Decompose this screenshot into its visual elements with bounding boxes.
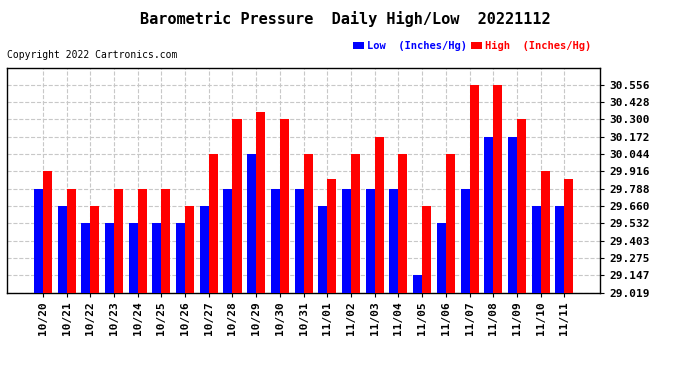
Bar — [398, 154, 407, 292]
Bar — [128, 223, 138, 292]
Text: Barometric Pressure  Daily High/Low  20221112: Barometric Pressure Daily High/Low 20221… — [139, 11, 551, 27]
Bar — [161, 189, 170, 292]
Bar — [176, 223, 185, 292]
Bar — [185, 206, 194, 292]
Bar — [43, 171, 52, 292]
Bar — [105, 223, 114, 292]
Bar — [446, 154, 455, 292]
Bar — [564, 179, 573, 292]
Bar — [90, 206, 99, 292]
Bar — [34, 189, 43, 292]
Bar — [508, 137, 517, 292]
Bar — [555, 206, 564, 292]
Bar — [200, 206, 209, 292]
Bar — [460, 189, 469, 292]
Bar — [304, 154, 313, 292]
Bar — [541, 171, 550, 292]
Bar — [271, 189, 280, 292]
Bar — [81, 223, 90, 292]
Bar — [366, 189, 375, 292]
Bar — [66, 189, 76, 292]
Bar — [280, 119, 289, 292]
Bar — [318, 206, 327, 292]
Bar — [247, 154, 256, 292]
Bar — [493, 85, 502, 292]
Text: Copyright 2022 Cartronics.com: Copyright 2022 Cartronics.com — [7, 50, 177, 60]
Bar — [224, 189, 233, 292]
Bar — [437, 223, 446, 292]
Bar — [469, 85, 479, 292]
Bar — [517, 119, 526, 292]
Bar — [484, 137, 493, 292]
Bar — [233, 119, 241, 292]
Bar — [295, 189, 304, 292]
Bar — [256, 112, 265, 292]
Bar — [209, 154, 218, 292]
Bar — [375, 137, 384, 292]
Bar — [342, 189, 351, 292]
Bar — [389, 189, 398, 292]
Legend: Low  (Inches/Hg), High  (Inches/Hg): Low (Inches/Hg), High (Inches/Hg) — [349, 37, 595, 55]
Bar — [114, 189, 123, 292]
Bar — [327, 179, 336, 292]
Bar — [57, 206, 66, 292]
Bar — [152, 223, 161, 292]
Bar — [351, 154, 360, 292]
Bar — [413, 275, 422, 292]
Bar — [531, 206, 541, 292]
Bar — [422, 206, 431, 292]
Bar — [138, 189, 147, 292]
